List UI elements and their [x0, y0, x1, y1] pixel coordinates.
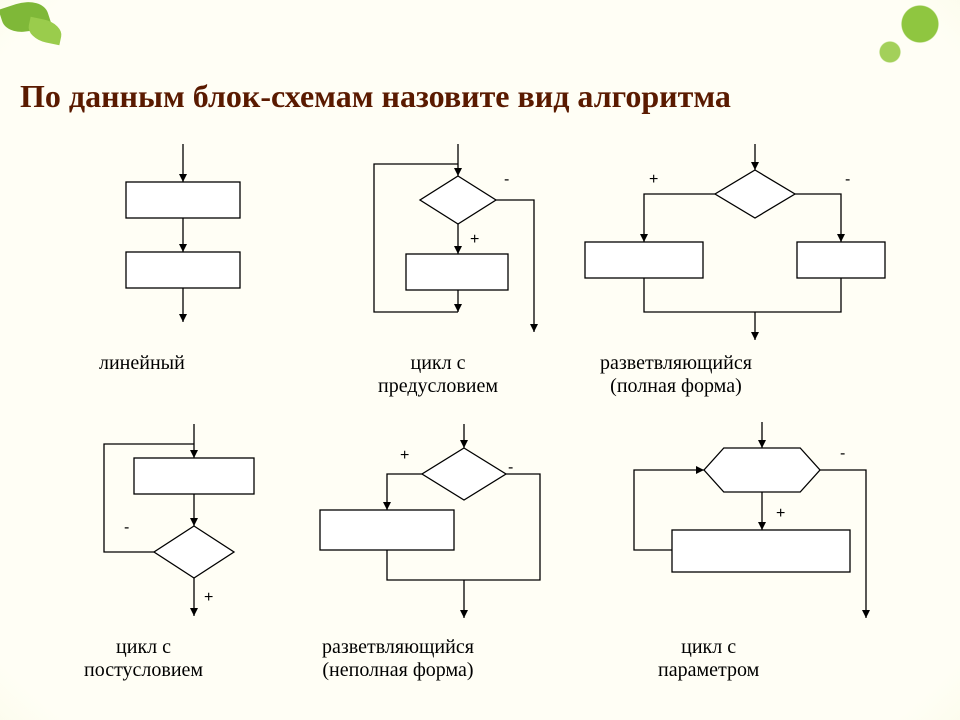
svg-text:+: +	[400, 447, 409, 464]
svg-text:+: +	[204, 589, 213, 606]
flowchart-branch-short: +-	[302, 424, 562, 624]
svg-text:+: +	[649, 171, 658, 188]
flowchart-parameter-loop: -+	[610, 422, 880, 622]
svg-text:-: -	[504, 171, 509, 188]
caption-branch-full: разветвляющийся(полная форма)	[600, 352, 752, 398]
page-title: По данным блок-схемам назовите вид алгор…	[20, 78, 731, 115]
svg-text:-: -	[508, 459, 513, 476]
caption-parameter-loop: цикл спараметром	[658, 636, 759, 682]
svg-text:-: -	[845, 171, 850, 188]
leaf-decoration	[0, 0, 84, 60]
svg-text:+: +	[776, 505, 785, 522]
svg-text:-: -	[124, 519, 129, 536]
caption-branch-short: разветвляющийся(неполная форма)	[322, 636, 474, 682]
caption-linear: линейный	[99, 352, 185, 375]
flowchart-postcondition-loop: -+	[90, 424, 280, 624]
flowchart-precondition-loop: -+	[350, 144, 550, 344]
svg-text:-: -	[840, 445, 845, 462]
svg-text:+: +	[470, 231, 479, 248]
page: По данным блок-схемам назовите вид алгор…	[0, 0, 960, 720]
flowchart-branch-full: +-	[565, 144, 895, 344]
flowchart-linear	[113, 144, 253, 344]
caption-precondition-loop: цикл спредусловием	[378, 352, 498, 398]
caption-postcondition-loop: цикл спостусловием	[84, 636, 203, 682]
